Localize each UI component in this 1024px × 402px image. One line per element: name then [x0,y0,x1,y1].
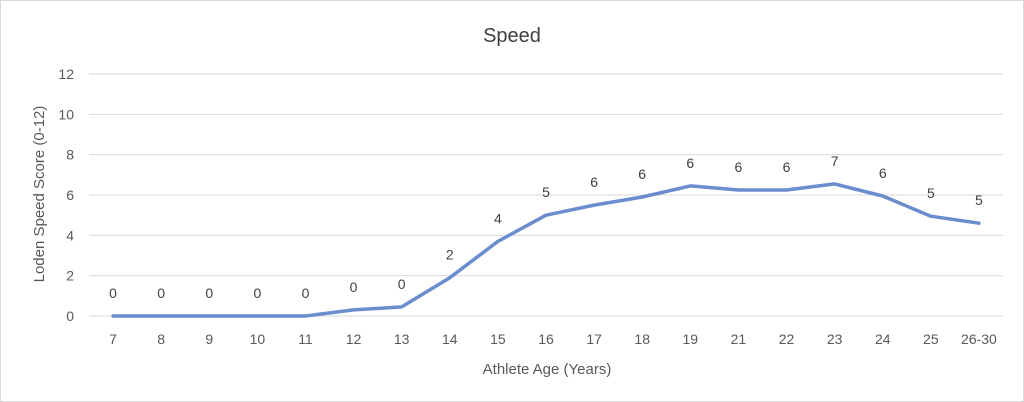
x-tick-label: 7 [109,331,117,347]
x-tick-label: 17 [586,331,602,347]
data-label: 6 [879,165,887,181]
x-tick-label: 26-30 [961,331,997,347]
data-label: 0 [253,285,261,301]
y-tick-label: 10 [58,106,74,122]
data-label: 0 [350,279,358,295]
data-label: 6 [783,159,791,175]
data-label: 0 [302,285,310,301]
chart-title: Speed [483,25,541,47]
y-tick-label: 0 [66,308,74,324]
x-tick-label: 25 [923,331,939,347]
x-tick-label: 16 [538,331,554,347]
data-label: 6 [735,159,743,175]
data-label: 4 [494,210,502,226]
x-tick-label: 12 [346,331,362,347]
data-label: 7 [831,153,839,169]
x-tick-label: 23 [827,331,843,347]
data-labels: 0 0 0 0 0 0 0 2 4 5 6 6 6 6 6 7 6 5 5 [109,153,983,301]
x-tick-label: 18 [634,331,650,347]
y-tick-label: 12 [58,66,74,82]
data-label: 0 [398,276,406,292]
y-tick-label: 2 [66,268,74,284]
series-line [111,182,981,318]
data-label: 5 [975,192,983,208]
data-label: 5 [542,184,550,200]
x-tick-label: 10 [250,331,266,347]
x-tick-label: 21 [731,331,747,347]
data-label: 5 [927,185,935,201]
x-axis-ticks: 7 8 9 10 11 12 13 14 15 16 17 18 19 21 22 23 24 25 26-30 [109,331,997,347]
y-tick-label: 8 [66,147,74,163]
data-label: 0 [109,285,117,301]
data-label: 0 [205,285,213,301]
x-tick-label: 15 [490,331,506,347]
y-tick-label: 6 [66,187,74,203]
gridlines [89,73,1003,317]
data-label: 6 [686,155,694,171]
y-axis-label: Loden Speed Score (0-12) [31,106,48,283]
x-tick-label: 11 [298,331,313,347]
series-layer [111,182,981,318]
y-tick-label: 4 [66,227,74,243]
x-tick-label: 22 [779,331,795,347]
x-axis-label: Athlete Age (Years) [483,361,612,378]
data-label: 0 [157,285,165,301]
x-tick-label: 9 [205,331,213,347]
x-tick-label: 24 [875,331,891,347]
x-tick-label: 13 [394,331,410,347]
x-tick-label: 19 [683,331,699,347]
x-tick-label: 8 [157,331,165,347]
data-label: 6 [590,174,598,190]
y-axis-ticks: 0 2 4 6 8 10 12 [58,66,74,324]
x-tick-label: 14 [442,331,458,347]
data-label: 2 [446,247,454,263]
data-label: 6 [638,166,646,182]
